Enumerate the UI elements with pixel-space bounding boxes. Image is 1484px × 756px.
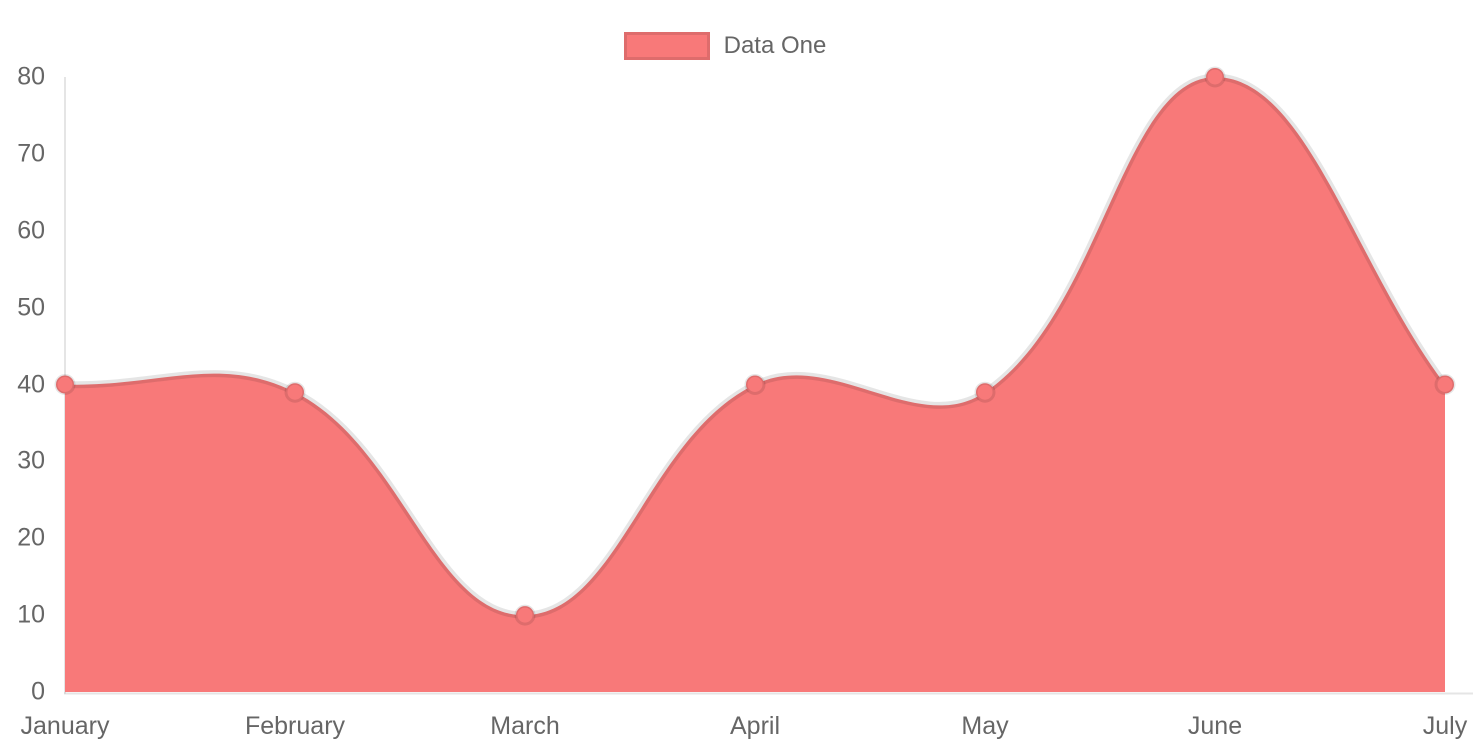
legend: Data One: [0, 32, 1450, 60]
y-tick-label: 10: [17, 600, 45, 629]
data-point-april[interactable]: [744, 374, 766, 395]
y-tick-label: 0: [31, 677, 45, 706]
legend-item-data-one[interactable]: Data One: [623, 32, 827, 60]
data-point-january[interactable]: [54, 374, 76, 395]
y-tick-label: 20: [17, 523, 45, 552]
y-tick-label: 60: [17, 216, 45, 245]
x-tick-label: May: [961, 712, 1009, 740]
y-tick-label: 70: [17, 139, 45, 168]
y-tick-label: 80: [17, 62, 45, 91]
y-tick-label: 30: [17, 446, 45, 475]
y-tick-label: 40: [17, 370, 45, 398]
x-tick-label: April: [729, 712, 781, 740]
legend-label: Data One: [723, 32, 827, 59]
data-point-february[interactable]: [284, 381, 306, 403]
x-tick-label: July: [1422, 712, 1468, 740]
legend-swatch: [623, 32, 710, 60]
y-tick-label: 50: [17, 293, 45, 322]
data-point-may[interactable]: [974, 381, 996, 403]
data-point-july[interactable]: [1434, 374, 1456, 395]
x-tick-label: June: [1187, 712, 1243, 740]
data-point-march[interactable]: [514, 604, 536, 626]
x-tick-label: February: [244, 712, 346, 740]
x-tick-label: January: [20, 712, 110, 740]
x-tick-label: March: [490, 712, 560, 740]
data-point-june[interactable]: [1204, 66, 1226, 88]
